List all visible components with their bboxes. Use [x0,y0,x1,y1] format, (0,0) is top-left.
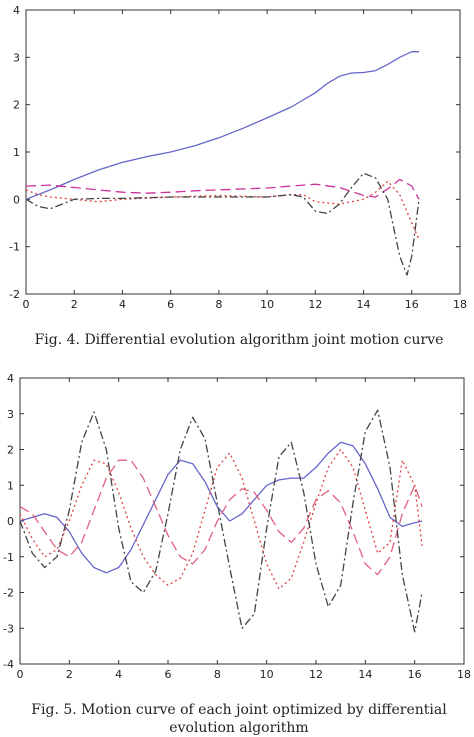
plot-frame [25,9,461,295]
plot-frame [19,377,465,665]
series-line-solid [25,51,419,200]
x-tick-label: 10 [260,298,274,311]
y-tick-label: 3 [13,51,20,64]
figure-5-caption: Fig. 5. Motion curve of each joint optim… [31,702,447,736]
y-tick-label: -4 [3,658,14,671]
y-tick-label: -3 [3,622,14,635]
series-line-dot [25,180,420,240]
x-tick-label: 4 [119,298,126,311]
y-tick-label: 0 [7,515,14,528]
x-tick-label: 12 [309,668,323,681]
x-tick-label: 6 [165,668,172,681]
figure-4-caption: Fig. 4. Differential evolution algorithm… [34,332,444,348]
x-tick-label: 16 [405,298,419,311]
y-tick-label: 4 [7,372,14,385]
series-line-dot [19,448,423,590]
series-line-dash [25,178,420,200]
y-tick-label: 2 [7,444,14,457]
x-tick-label: 8 [215,298,222,311]
y-tick-label: 0 [13,193,20,206]
y-tick-label: 4 [13,4,20,17]
series-line-dashdot [25,172,420,276]
x-tick-label: 12 [308,298,322,311]
x-tick-label: 10 [260,668,274,681]
y-tick-label: 3 [7,408,14,421]
x-tick-label: 0 [23,298,30,311]
x-tick-label: 14 [357,298,371,311]
series-line-solid [19,441,423,574]
y-tick-label: 2 [13,99,20,112]
y-tick-label: 1 [13,146,20,159]
x-tick-label: 14 [358,668,372,681]
y-tick-label: -2 [9,288,20,301]
series-line-dashdot [19,409,423,633]
x-tick-label: 16 [408,668,422,681]
y-tick-label: 1 [7,479,14,492]
x-tick-label: 0 [17,668,24,681]
series-line-dash [19,459,423,576]
y-tick-label: -1 [3,551,14,564]
x-tick-label: 4 [115,668,122,681]
y-tick-label: -2 [3,587,14,600]
x-tick-label: 2 [71,298,78,311]
x-tick-label: 2 [66,668,73,681]
y-tick-label: -1 [9,241,20,254]
x-tick-label: 18 [457,668,471,681]
x-tick-label: 18 [453,298,467,311]
x-tick-label: 6 [167,298,174,311]
x-tick-label: 8 [214,668,221,681]
